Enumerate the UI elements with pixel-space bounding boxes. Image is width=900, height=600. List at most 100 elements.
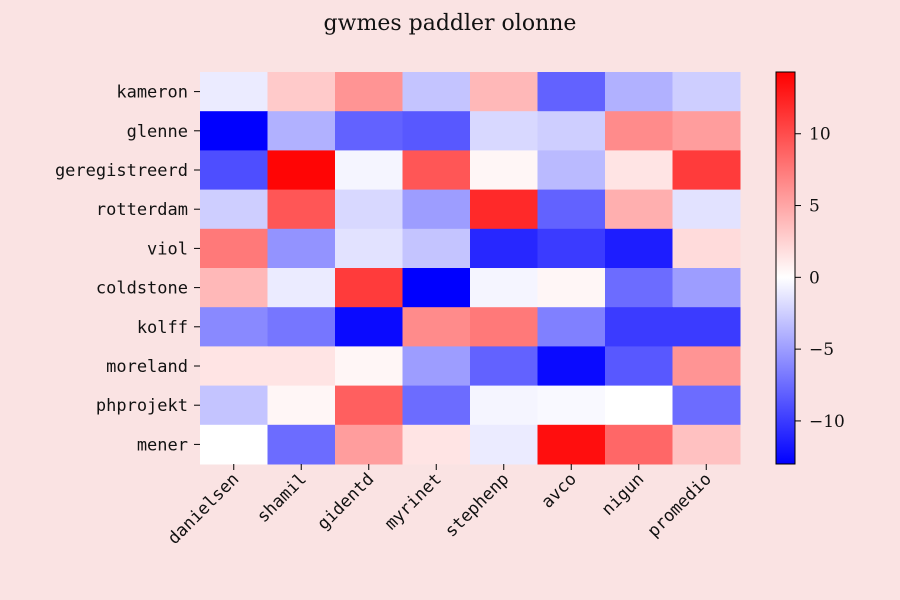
heatmap-cell: [605, 346, 673, 387]
heatmap-cell: [605, 268, 673, 308]
heatmap-cell: [267, 150, 336, 191]
heatmap-cell: [267, 346, 336, 387]
y-tick-label: coldstone: [96, 279, 188, 299]
heatmap-cell: [335, 424, 403, 465]
heatmap-cell: [672, 150, 741, 191]
heatmap-cell: [605, 385, 673, 426]
heatmap-cell: [402, 346, 471, 387]
heatmap-cell: [605, 424, 673, 465]
heatmap-cell: [335, 111, 403, 151]
colorbar-gradient: [775, 71, 796, 465]
y-tick-label: kolff: [137, 318, 188, 338]
heatmap-cell: [200, 72, 268, 112]
heatmap-cell: [537, 346, 606, 387]
heatmap-cell: [470, 424, 538, 465]
heatmap-cell: [200, 111, 268, 151]
heatmap-cell: [672, 385, 741, 426]
heatmap-cell: [335, 228, 403, 269]
heatmap-cell: [200, 307, 268, 347]
heatmap-cell: [537, 307, 606, 347]
y-tick-label: kameron: [116, 83, 188, 103]
heatmap-cell: [200, 228, 268, 269]
x-tick-label: avco: [538, 469, 581, 512]
x-tick-label: gidentd: [313, 469, 378, 534]
heatmap-cell: [335, 385, 403, 426]
heatmap-cell: [335, 72, 403, 112]
heatmap-cell: [470, 307, 538, 347]
heatmap-cell: [200, 385, 268, 426]
heatmap-cell: [200, 346, 268, 387]
heatmap-cell: [537, 111, 606, 151]
heatmap-cell: [672, 228, 741, 269]
heatmap-cell: [672, 189, 741, 230]
heatmap-cell: [537, 150, 606, 191]
colorbar-tick-label: 10: [809, 125, 831, 145]
y-tick-label: moreland: [106, 357, 188, 377]
heatmap-cell: [267, 228, 336, 269]
heatmap-cell: [402, 72, 471, 112]
heatmap-cell: [605, 307, 673, 347]
heatmap-cell: [402, 150, 471, 191]
heatmap-cell: [605, 150, 673, 191]
heatmap-cell: [605, 72, 673, 112]
heatmap-cell: [267, 385, 336, 426]
heatmap-cell: [200, 150, 268, 191]
heatmap-cell: [470, 189, 538, 230]
heatmap-cell: [470, 228, 538, 269]
heatmap-cell: [335, 189, 403, 230]
heatmap-cell: [267, 268, 336, 308]
heatmap-cell: [335, 307, 403, 347]
heatmap-cell: [267, 189, 336, 230]
heatmap-cell: [672, 72, 741, 112]
x-tick-label: shamil: [253, 469, 311, 527]
y-tick-label: rotterdam: [96, 200, 188, 220]
x-tick-label: nigun: [598, 469, 648, 519]
heatmap-cell: [470, 385, 538, 426]
heatmap-cell: [537, 268, 606, 308]
x-tick-label: myrinet: [381, 469, 446, 534]
heatmap-cell: [267, 424, 336, 465]
heatmap-cell: [537, 228, 606, 269]
heatmap-cell: [200, 189, 268, 230]
heatmap-cell: [605, 228, 673, 269]
heatmap-cell: [335, 346, 403, 387]
heatmap-cell: [402, 385, 471, 426]
y-tick-label: geregistreerd: [55, 161, 188, 181]
x-tick-label: stephenp: [441, 469, 513, 541]
heatmap-cell: [200, 268, 268, 308]
heatmap-cell: [402, 111, 471, 151]
colorbar-tick-label: −5: [809, 340, 834, 360]
heatmap-cell: [537, 424, 606, 465]
heatmap-cell: [537, 385, 606, 426]
heatmap-cell: [672, 268, 741, 308]
heatmap-cell: [402, 228, 471, 269]
heatmap-cell: [672, 424, 741, 465]
colorbar-tick-label: −10: [809, 412, 845, 432]
heatmap-cell: [470, 268, 538, 308]
heatmap-cell: [335, 268, 403, 308]
heatmap-cell: [470, 72, 538, 112]
heatmap-cell: [402, 268, 471, 308]
heatmap-cell: [470, 150, 538, 191]
heatmap-cell: [672, 111, 741, 151]
colorbar: −10 −5 0 5 10: [775, 71, 845, 465]
heatmap-cells: [200, 72, 741, 465]
colorbar-tick-label: 5: [809, 197, 820, 217]
y-tick-label: glenne: [127, 122, 188, 142]
heatmap-cell: [267, 111, 336, 151]
heatmap-cell: [200, 424, 268, 465]
heatmap-cell: [470, 111, 538, 151]
heatmap-cell: [402, 307, 471, 347]
heatmap-cell: [402, 424, 471, 465]
heatmap-cell: [672, 307, 741, 347]
y-tick-label: viol: [147, 239, 188, 259]
x-tick-label: danielsen: [164, 469, 243, 548]
x-tick-label: promedio: [644, 469, 716, 541]
heatmap-cell: [470, 346, 538, 387]
y-axis: kameron glenne geregistreerd rotterdam viol c…: [55, 83, 200, 455]
heatmap-cell: [267, 307, 336, 347]
heatmap-cell: [537, 189, 606, 230]
